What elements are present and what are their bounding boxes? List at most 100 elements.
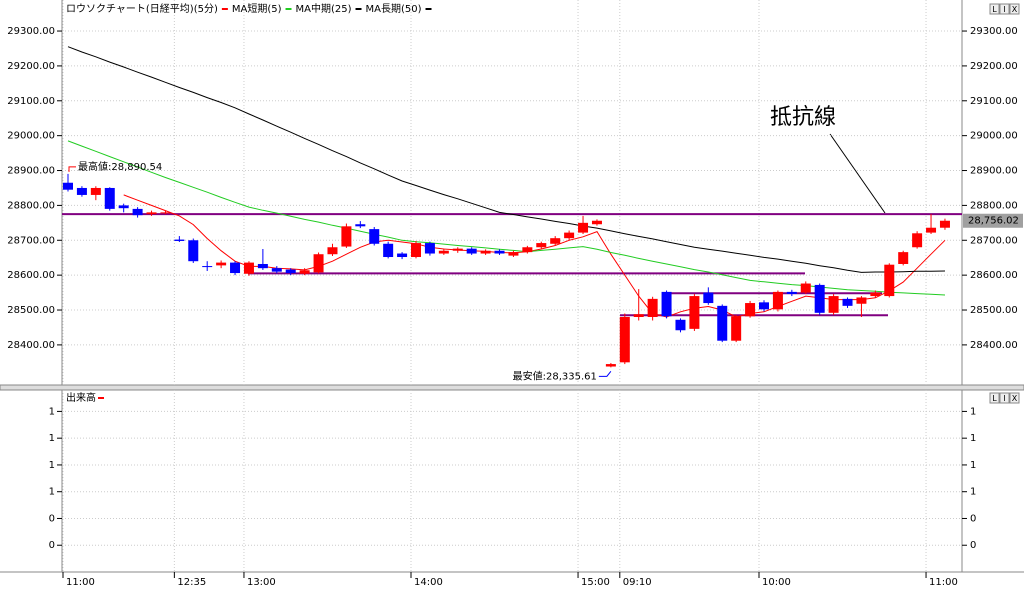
y-tick-label: 29200.00 xyxy=(7,61,55,72)
candle-body xyxy=(578,222,589,233)
candle-body xyxy=(480,250,491,254)
candle-body xyxy=(814,284,825,313)
candle-body xyxy=(772,291,783,310)
panel-button[interactable] xyxy=(989,3,1000,15)
y-tick-label: 29100.00 xyxy=(970,96,1018,107)
y-tick-label: 28700.00 xyxy=(7,235,55,246)
candle-body xyxy=(564,232,575,239)
candle-body xyxy=(160,212,171,214)
panel-button-label[interactable]: L xyxy=(992,5,997,14)
y-tick-label: 1 xyxy=(970,487,976,498)
candle-body xyxy=(661,291,672,317)
y-tick-label: 28400.00 xyxy=(7,340,55,351)
candle-body xyxy=(619,316,630,363)
candle-body xyxy=(522,247,533,253)
legend-swatch xyxy=(425,8,432,10)
candle-body xyxy=(243,262,254,274)
candle-body xyxy=(383,243,394,258)
legend-entry: MA長期(50) xyxy=(366,3,422,15)
candle-body xyxy=(411,243,421,258)
x-tick-label: 12:35 xyxy=(177,577,206,588)
y-tick-label: 1 xyxy=(970,460,976,471)
candle-body xyxy=(870,292,881,297)
annotation-line xyxy=(829,133,886,214)
y-tick-label: 0 xyxy=(49,513,55,524)
candle-body xyxy=(216,262,227,266)
x-tick-label: 14:00 xyxy=(414,577,443,588)
panel-button-label[interactable]: X xyxy=(1012,394,1018,403)
y-tick-label: 1 xyxy=(49,406,55,417)
candle-body xyxy=(745,303,756,317)
x-tick-label: 11:00 xyxy=(66,577,95,588)
candle-body xyxy=(202,266,213,268)
x-tick-label: 09:10 xyxy=(623,577,652,588)
candle-body xyxy=(104,187,115,209)
candle-body xyxy=(550,238,561,244)
panel-button[interactable] xyxy=(1009,392,1020,404)
ma-line xyxy=(67,140,946,296)
panel-button-label[interactable]: L xyxy=(992,394,997,403)
panel-button-label[interactable]: I xyxy=(1003,5,1005,14)
candle-body xyxy=(759,302,769,310)
candle-body xyxy=(466,248,477,254)
candle-body xyxy=(285,269,296,274)
panel-button-label[interactable]: I xyxy=(1003,394,1005,403)
legend-entry: MA中期(25) xyxy=(296,2,352,15)
candle-body xyxy=(494,250,505,254)
volume-title: 出来高 xyxy=(66,391,96,404)
candle-body xyxy=(689,296,700,329)
candle-body xyxy=(230,262,241,274)
panel-button[interactable] xyxy=(999,392,1010,404)
candle-body xyxy=(397,253,408,258)
candle-body xyxy=(327,247,338,255)
candle-body xyxy=(703,292,714,304)
candle-body xyxy=(591,220,602,225)
legend-swatch xyxy=(98,397,104,399)
panel-button[interactable] xyxy=(989,392,1000,404)
x-tick-label: 15:00 xyxy=(581,577,610,588)
panel-button-label[interactable]: X xyxy=(1012,5,1018,14)
y-tick-label: 0 xyxy=(970,540,976,551)
y-tick-label: 28800.00 xyxy=(7,200,55,211)
candle-body xyxy=(271,268,282,272)
y-tick-label: 29300.00 xyxy=(7,26,55,37)
y-tick-label: 29100.00 xyxy=(7,96,55,107)
y-tick-label: 28900.00 xyxy=(7,166,55,177)
candle-body xyxy=(884,264,895,297)
candle-body xyxy=(63,182,73,190)
candle-body xyxy=(90,187,101,195)
candle-body xyxy=(132,208,143,216)
legend-swatch xyxy=(285,8,292,10)
y-tick-label: 1 xyxy=(49,433,55,444)
candle-body xyxy=(842,298,853,306)
candle-body xyxy=(605,364,616,367)
y-tick-label: 28900.00 xyxy=(970,166,1018,177)
candle-body xyxy=(452,248,463,251)
candle-body xyxy=(313,254,324,273)
last-price-box xyxy=(963,213,1023,228)
legend-entry: MA短期(5) xyxy=(232,2,282,15)
candle-body xyxy=(146,212,157,215)
candle-body xyxy=(369,229,380,244)
candle-body xyxy=(675,319,686,331)
candle-body xyxy=(912,233,923,248)
candle-body xyxy=(174,239,185,241)
candle-body xyxy=(424,243,435,254)
candle-body xyxy=(118,205,129,209)
y-tick-label: 28800.00 xyxy=(970,200,1018,211)
y-tick-label: 1 xyxy=(49,460,55,471)
y-tick-label: 0 xyxy=(49,540,55,551)
annotation: 抵抗線 xyxy=(770,105,836,130)
y-tick-label: 0 xyxy=(970,513,976,524)
high-marker xyxy=(68,166,76,172)
y-tick-label: 28700.00 xyxy=(970,235,1018,246)
panel-button[interactable] xyxy=(1009,3,1020,15)
last-price-label: 28,756.02 xyxy=(968,216,1019,227)
y-tick-label: 28600.00 xyxy=(7,270,55,281)
panel-button[interactable] xyxy=(999,3,1010,15)
panel-separator xyxy=(0,384,1024,391)
candle-body xyxy=(341,226,352,247)
y-tick-label: 1 xyxy=(970,433,976,444)
y-tick-label: 28600.00 xyxy=(970,270,1018,281)
candle-body xyxy=(731,316,742,341)
